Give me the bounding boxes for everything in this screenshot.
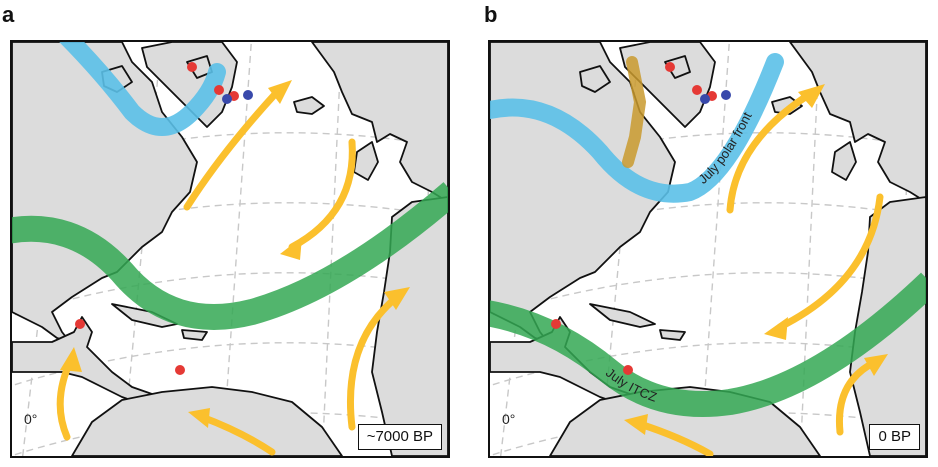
wind-arrow-heads [60, 80, 410, 428]
polar-front-band [59, 42, 226, 136]
arctic-islands [579, 55, 691, 93]
wind-arrow-head [864, 354, 888, 376]
hispaniola [181, 329, 208, 341]
red-site-marker [692, 85, 702, 95]
red-site-marker [187, 62, 197, 72]
wind-arrow [288, 138, 356, 251]
red-site-marker [551, 319, 561, 329]
wind-arrow [198, 413, 276, 456]
map-panel-a: 0° ~7000 BP [10, 40, 450, 458]
red-site-marker [214, 85, 224, 95]
europe [789, 42, 926, 203]
age-label-badge: ~7000 BP [357, 424, 442, 450]
wind-arrows [636, 90, 884, 456]
panel-b-letter: b [484, 2, 498, 27]
wind-arrow [636, 420, 714, 456]
europe [311, 42, 448, 203]
ice-core-transect [622, 56, 647, 168]
itcz-band [12, 182, 448, 330]
hispaniola [659, 329, 686, 341]
wind-arrow-head [188, 408, 210, 428]
longitude-label: 0° [24, 411, 37, 427]
age-label-badge: 0 BP [869, 424, 920, 450]
wind-arrow [183, 88, 281, 211]
red-site-marker [75, 319, 85, 329]
blue-site-marker [222, 94, 232, 104]
site-markers [551, 62, 731, 375]
cuba [589, 303, 656, 328]
itcz-band [490, 272, 926, 417]
wind-arrow-head [624, 414, 648, 435]
wind-arrow [726, 90, 814, 214]
iceland [293, 96, 325, 115]
greenland [141, 42, 238, 128]
site-markers [75, 62, 253, 375]
wind-arrow-head [798, 84, 825, 108]
wind-arrow-head [384, 287, 410, 310]
red-site-marker [175, 365, 185, 375]
wind-arrow [56, 358, 74, 441]
blue-site-marker [243, 90, 253, 100]
wind-arrow [346, 293, 401, 431]
wind-arrow-head [60, 347, 82, 372]
cuba [111, 303, 178, 328]
panel-a-letter: a [2, 2, 15, 27]
british-isles [831, 141, 857, 181]
wind-arrow-heads [624, 84, 888, 435]
wind-arrow-head [280, 237, 302, 260]
wind-arrow-head [764, 317, 788, 340]
wind-arrow-head [268, 80, 292, 104]
blue-site-marker [700, 94, 710, 104]
british-isles [353, 141, 379, 181]
red-site-marker [665, 62, 675, 72]
wind-arrow [835, 358, 879, 436]
map-a-svg: 0° [12, 42, 448, 456]
blue-site-marker [721, 90, 731, 100]
longitude-label: 0° [502, 411, 515, 427]
wind-arrow [776, 193, 884, 331]
polar-front-band [490, 53, 784, 203]
map-b-svg: July polar front July ITCZ 0° [490, 42, 926, 456]
red-site-marker [623, 365, 633, 375]
map-panel-b: July polar front July ITCZ 0° [488, 40, 928, 458]
